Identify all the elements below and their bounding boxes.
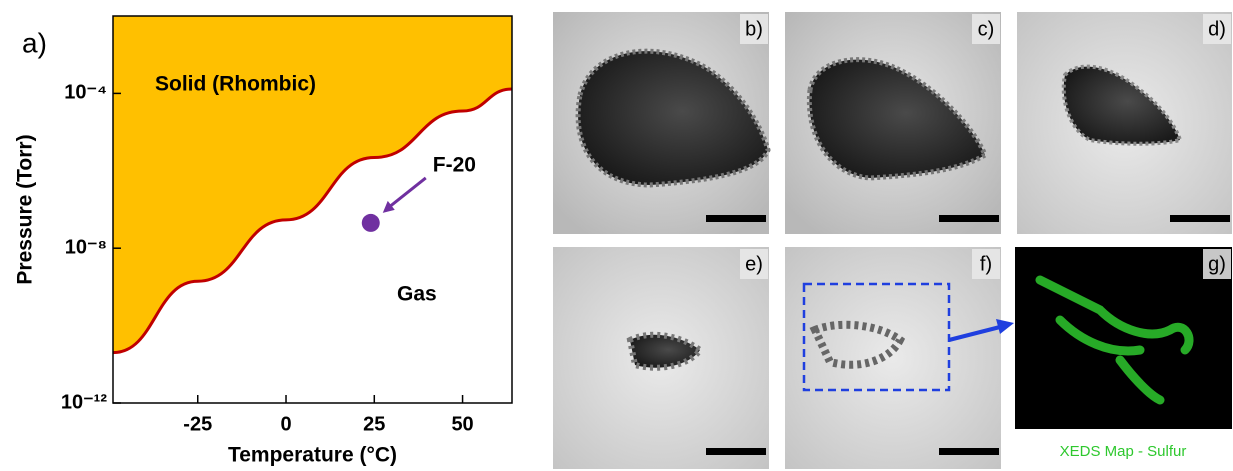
sample-point [362, 214, 380, 232]
x-tick-label: 0 [280, 413, 291, 435]
region-label: Solid (Rhombic) [155, 73, 316, 96]
y-axis-label: Pressure (Torr) [14, 134, 37, 284]
scale-bar [939, 448, 999, 455]
x-tick-label: 50 [451, 413, 473, 435]
point-label: F-20 [433, 153, 476, 176]
x-tick-label: 25 [363, 413, 385, 435]
y-tick-label: 10⁻¹² [61, 391, 107, 413]
panel-label: f) [980, 253, 992, 275]
xeds-map [1015, 247, 1232, 429]
panel-label: g) [1208, 253, 1226, 275]
panel-label: d) [1208, 18, 1226, 40]
x-tick-label: -25 [183, 413, 212, 435]
panel-label: c) [978, 18, 995, 40]
scale-bar [706, 215, 766, 222]
region-label: Gas [397, 283, 437, 306]
panel-label: e) [745, 253, 763, 275]
scale-bar [939, 215, 999, 222]
map-caption: XEDS Map - Sulfur [1060, 443, 1187, 460]
panel-label: b) [745, 18, 763, 40]
micrographs [553, 12, 1232, 469]
y-tick-label: 10⁻⁴ [64, 82, 107, 104]
y-tick-label: 10⁻⁸ [65, 236, 107, 258]
figure: b) c) d) e) f) g) XEDS Map - Sulfur -25 0 25 50 1… [0, 0, 1233, 471]
x-axis-label: Temperature (°C) [228, 444, 397, 467]
scale-bar [1170, 215, 1230, 222]
scale-bar [706, 448, 766, 455]
micrograph-f [785, 247, 1001, 469]
panel-label: a) [22, 27, 47, 58]
